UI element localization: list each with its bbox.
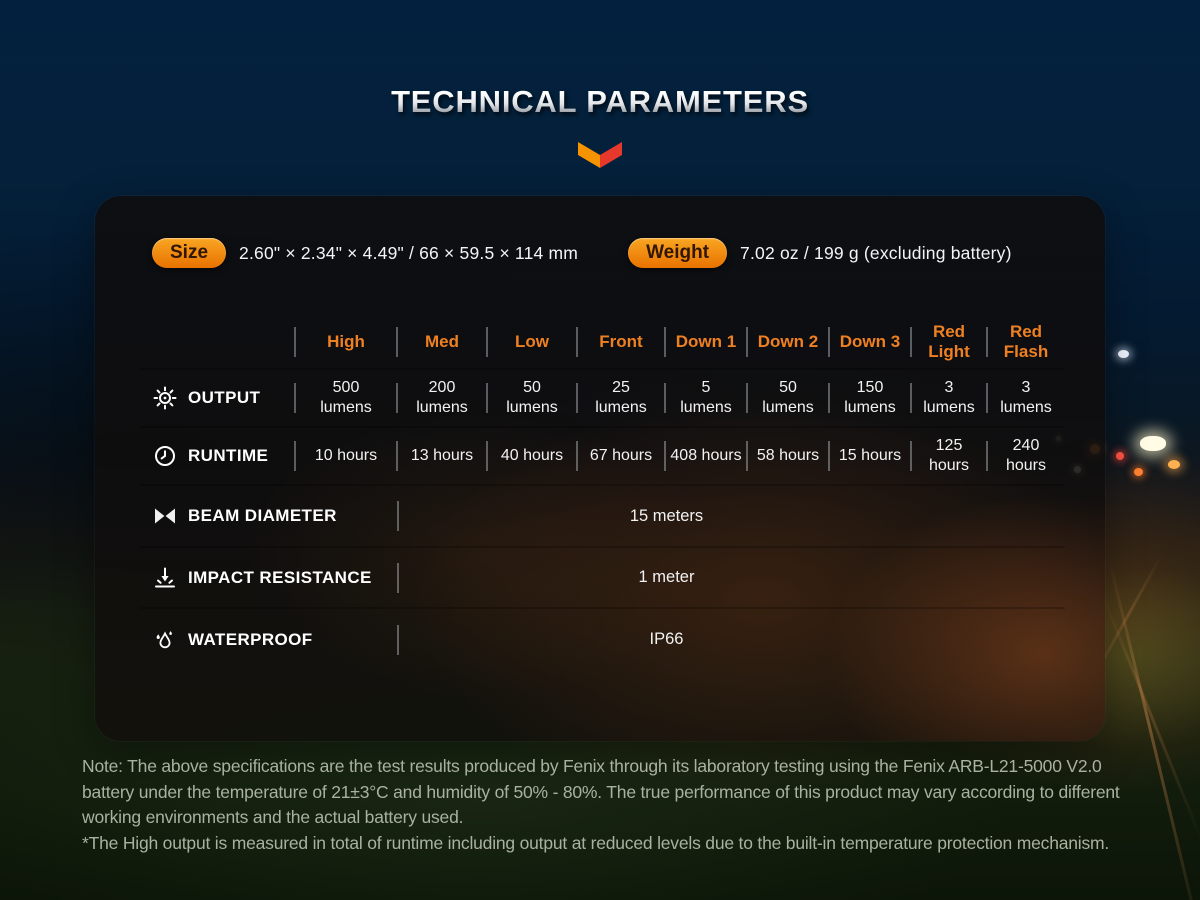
light-dot — [1134, 468, 1143, 476]
impact-label: IMPACT RESISTANCE — [188, 567, 372, 587]
output-value-down3: 150 lumens — [829, 370, 911, 426]
note-footnote: *The High output is measured in total of… — [82, 832, 1110, 853]
impact-icon — [152, 565, 178, 591]
output-value-front: 25 lumens — [577, 370, 665, 426]
beam-icon — [152, 503, 178, 529]
output-value-red-flash: 3 lumens — [987, 370, 1065, 426]
impact-resistance-row: IMPACT RESISTANCE 1 meter — [140, 548, 1065, 609]
weight-value: 7.02 oz / 199 g (excluding battery) — [740, 242, 1012, 263]
output-value-med: 200 lumens — [397, 370, 487, 426]
output-value-red-light: 3 lumens — [911, 370, 987, 426]
runtime-row: RUNTIME 10 hours 13 hours 40 hours 67 ho… — [140, 428, 1065, 486]
chevron-down-icon — [576, 140, 624, 175]
column-header-red-flash: Red Flash — [987, 316, 1065, 368]
runtime-value-med: 13 hours — [397, 428, 487, 484]
column-header-red-light: Red Light — [911, 316, 987, 368]
beam-diameter-row: BEAM DIAMETER 15 meters — [140, 486, 1065, 548]
light-dot — [1168, 460, 1180, 469]
size-badge: Size — [152, 238, 227, 268]
note-paragraph: Note: The above specifications are the t… — [82, 756, 1120, 827]
output-row: OUTPUT 500 lumens 200 lumens 50 lumens 25 lu… — [140, 370, 1065, 428]
size-value: 2.60" × 2.34" × 4.49" / 66 × 59.5 × 114 … — [239, 242, 579, 263]
light-dot — [1116, 452, 1124, 460]
table-header-row: High Med Low Front Down 1 Down 2 Down 3 … — [140, 316, 1065, 370]
brightness-icon — [152, 385, 178, 411]
header-spacer — [140, 316, 295, 368]
output-label: OUTPUT — [188, 388, 261, 407]
column-header-front: Front — [577, 316, 665, 368]
runtime-value-red-flash: 240 hours — [987, 428, 1065, 484]
spec-panel: Size 2.60" × 2.34" × 4.49" / 66 × 59.5 ×… — [95, 196, 1105, 741]
impact-value: 1 meter — [398, 548, 1065, 607]
spec-table: High Med Low Front Down 1 Down 2 Down 3 … — [140, 316, 1065, 670]
output-value-down2: 50 lumens — [747, 370, 829, 426]
runtime-label-cell: RUNTIME — [140, 428, 295, 484]
light-dot — [1118, 350, 1129, 358]
runtime-value-front: 67 hours — [577, 428, 665, 484]
weight-badge: Weight — [628, 238, 728, 268]
light-dot — [1140, 436, 1166, 451]
clock-icon — [152, 443, 178, 469]
impact-label-cell: IMPACT RESISTANCE — [140, 548, 398, 607]
runtime-value-down2: 58 hours — [747, 428, 829, 484]
page-title: TECHNICAL PARAMETERS — [0, 84, 1200, 120]
waterproof-row: WATERPROOF IP66 — [140, 609, 1065, 670]
output-value-low: 50 lumens — [487, 370, 577, 426]
dimension-badges: Size 2.60" × 2.34" × 4.49" / 66 × 59.5 ×… — [152, 238, 1012, 268]
runtime-label: RUNTIME — [188, 446, 269, 465]
waterproof-value: IP66 — [398, 609, 1065, 670]
column-header-down1: Down 1 — [665, 316, 747, 368]
column-header-med: Med — [397, 316, 487, 368]
footnotes: Note: The above specifications are the t… — [82, 754, 1128, 856]
output-value-high: 500 lumens — [295, 370, 397, 426]
output-label-cell: OUTPUT — [140, 370, 295, 426]
column-header-high: High — [295, 316, 397, 368]
droplet-icon — [152, 627, 178, 653]
runtime-value-low: 40 hours — [487, 428, 577, 484]
runtime-value-high: 10 hours — [295, 428, 397, 484]
waterproof-label: WATERPROOF — [188, 629, 313, 649]
beam-label: BEAM DIAMETER — [188, 506, 337, 525]
column-header-down2: Down 2 — [747, 316, 829, 368]
column-header-down3: Down 3 — [829, 316, 911, 368]
beam-label-cell: BEAM DIAMETER — [140, 486, 398, 546]
runtime-value-down1: 408 hours — [665, 428, 747, 484]
runtime-value-down3: 15 hours — [829, 428, 911, 484]
waterproof-label-cell: WATERPROOF — [140, 609, 398, 670]
column-header-low: Low — [487, 316, 577, 368]
beam-value: 15 meters — [398, 486, 1065, 546]
output-value-down1: 5 lumens — [665, 370, 747, 426]
runtime-value-red-light: 125 hours — [911, 428, 987, 484]
